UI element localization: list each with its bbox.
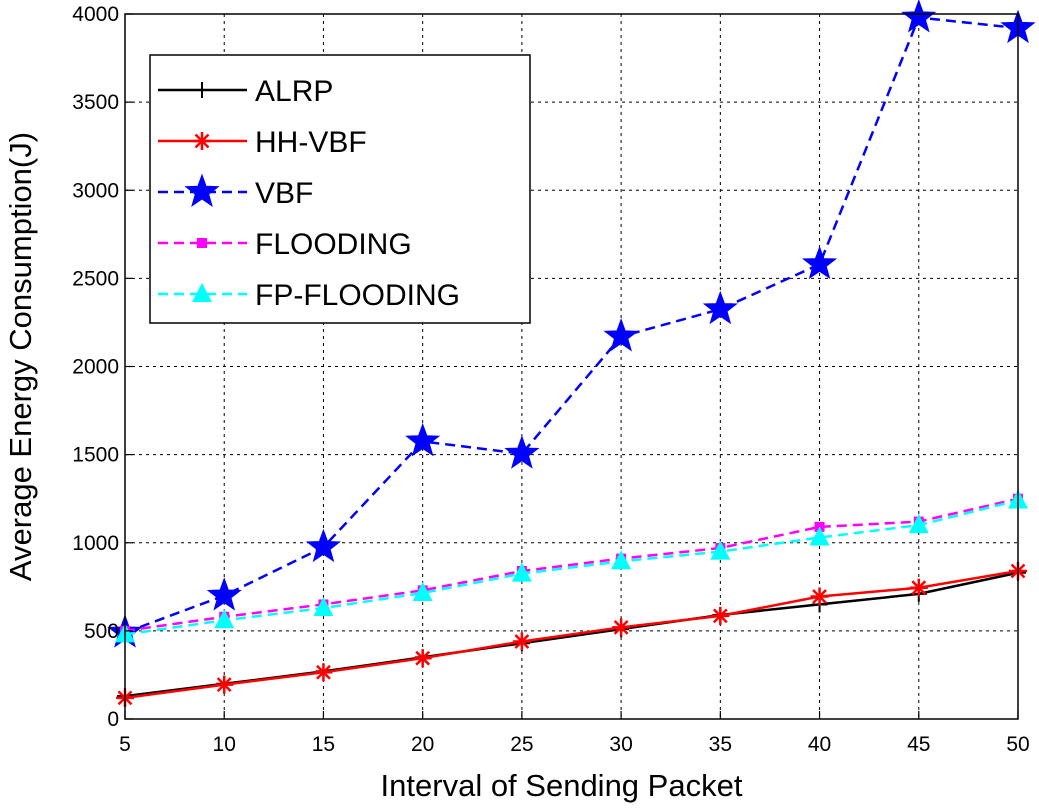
tick-labels: 5 10 15 20 25 30 35 40 45 50050010001500200025003…	[72, 3, 1029, 756]
legend-marker-fp-flooding	[192, 283, 212, 302]
x-tick-label: 45	[907, 733, 930, 756]
data-point-hh-vbf	[215, 675, 234, 694]
x-tick-label: 5	[119, 733, 131, 756]
data-point-hh-vbf	[612, 618, 631, 637]
y-tick-label: 3000	[72, 179, 119, 202]
series-line-fp-flooding	[124, 499, 1019, 636]
data-point-fp-flooding	[313, 596, 334, 616]
data-point-fp-flooding	[908, 514, 929, 534]
x-tick-label: 10	[213, 733, 236, 756]
data-point-vbf	[802, 245, 838, 280]
data-point-hh-vbf	[413, 649, 432, 668]
y-tick-label: 1500	[72, 444, 119, 467]
data-point-hh-vbf	[810, 587, 829, 606]
x-tick-label: 40	[808, 733, 831, 756]
legend-label-alrp: ALRP	[255, 75, 333, 108]
legend-marker-flooding	[197, 238, 207, 248]
y-tick-label: 3500	[72, 91, 119, 114]
x-tick-label: 20	[411, 733, 434, 756]
data-point-fp-flooding	[611, 550, 632, 570]
y-tick-label: 2000	[72, 356, 119, 379]
data-point-fp-flooding	[214, 609, 235, 629]
data-point-vbf	[305, 528, 341, 563]
series-line-hh-vbf	[124, 569, 1019, 700]
x-axis-title: Interval of Sending Packet	[381, 768, 743, 803]
data-point-vbf	[405, 422, 441, 457]
data-point-vbf	[504, 435, 540, 469]
x-tick-label: 30	[609, 733, 632, 756]
data-point-hh-vbf	[711, 606, 730, 625]
data-point-hh-vbf	[512, 632, 531, 651]
legend: ALRP HH-VBF VBF FLOODING FP-FLOODING	[149, 54, 531, 324]
data-point-hh-vbf	[909, 578, 928, 597]
x-tick-label: 50	[1006, 733, 1029, 756]
y-tick-label: 500	[84, 620, 119, 643]
series-line-flooding	[124, 497, 1019, 633]
y-axis-title: Average Energy Consumption(J)	[3, 132, 38, 581]
data-point-vbf	[603, 318, 639, 352]
legend-marker-alrp	[194, 82, 210, 98]
x-tick-label: 15	[312, 733, 335, 756]
legend-marker-hh-vbf	[193, 132, 211, 150]
x-tick-label: 25	[510, 733, 533, 756]
x-tick-label: 35	[709, 733, 732, 756]
data-point-vbf	[702, 290, 738, 325]
y-tick-label: 4000	[72, 3, 119, 26]
data-point-vbf	[901, 0, 937, 33]
legend-label-vbf: VBF	[255, 177, 313, 210]
data-point-fp-flooding	[809, 526, 830, 546]
series-line-vbf	[124, 16, 1019, 634]
y-tick-label: 0	[107, 708, 119, 731]
series-layer	[107, 0, 1036, 707]
legend-label-flooding: FLOODING	[255, 228, 412, 261]
data-point-vbf	[206, 577, 242, 611]
data-point-hh-vbf	[314, 663, 333, 682]
legend-marker-vbf	[184, 173, 220, 207]
data-point-fp-flooding	[412, 581, 433, 601]
y-tick-label: 2500	[72, 267, 119, 290]
legend-label-fp-flooding: FP-FLOODING	[255, 279, 460, 312]
y-tick-label: 1000	[72, 532, 119, 555]
legend-label-hh-vbf: HH-VBF	[255, 126, 367, 159]
data-point-fp-flooding	[710, 540, 731, 560]
data-point-fp-flooding	[511, 562, 532, 582]
